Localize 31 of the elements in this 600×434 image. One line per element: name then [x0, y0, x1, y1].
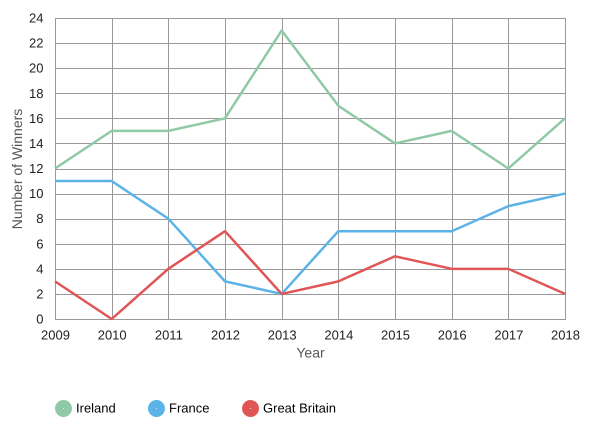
y-axis-title: Number of Winners [9, 108, 26, 230]
y-tick-label: 6 [36, 236, 44, 252]
y-tick-label: 12 [29, 161, 44, 176]
y-tick-label: 24 [29, 10, 44, 26]
y-tick-label: 16 [29, 110, 44, 126]
y-tick-label: 4 [36, 261, 44, 276]
x-axis-title: Year [296, 344, 325, 360]
line-series [54, 180, 566, 296]
y-tick-label: 20 [29, 60, 44, 76]
y-tick-label: 10 [29, 186, 44, 202]
x-tick-label: 2018 [551, 328, 580, 342]
x-tick-label: 2016 [438, 328, 467, 342]
y-tick-label: 14 [29, 136, 44, 151]
x-tick-label: 2017 [494, 328, 524, 342]
legend-label: Great Britain [263, 400, 336, 416]
x-tick-label: 2014 [324, 328, 354, 342]
y-tick-label: 18 [29, 86, 44, 101]
x-tick-label: 2011 [154, 328, 183, 342]
x-tick-label: 2009 [41, 328, 70, 342]
y-tick-label: 8 [36, 211, 44, 226]
legend-label: France [169, 400, 210, 416]
x-tick-label: 2012 [211, 328, 240, 342]
x-tick-label: 2013 [268, 328, 297, 342]
line-series [54, 29, 566, 170]
legend-label: Ireland [76, 400, 116, 416]
y-tick-label: 0 [36, 312, 44, 326]
line-series [54, 230, 566, 320]
x-tick-label: 2015 [381, 328, 410, 342]
y-tick-label: 2 [36, 286, 44, 302]
y-tick-label: 22 [29, 36, 44, 51]
x-tick-label: 2010 [98, 328, 127, 342]
